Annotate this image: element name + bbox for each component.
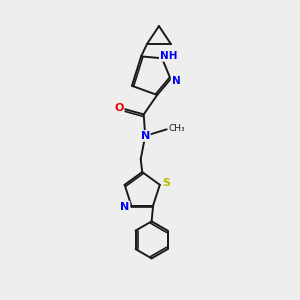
Text: CH₃: CH₃ bbox=[168, 124, 185, 133]
Text: N: N bbox=[141, 131, 150, 141]
Text: N: N bbox=[120, 202, 129, 212]
Text: NH: NH bbox=[160, 51, 177, 61]
Text: S: S bbox=[162, 178, 170, 188]
Text: N: N bbox=[172, 76, 180, 86]
Text: O: O bbox=[114, 103, 124, 113]
